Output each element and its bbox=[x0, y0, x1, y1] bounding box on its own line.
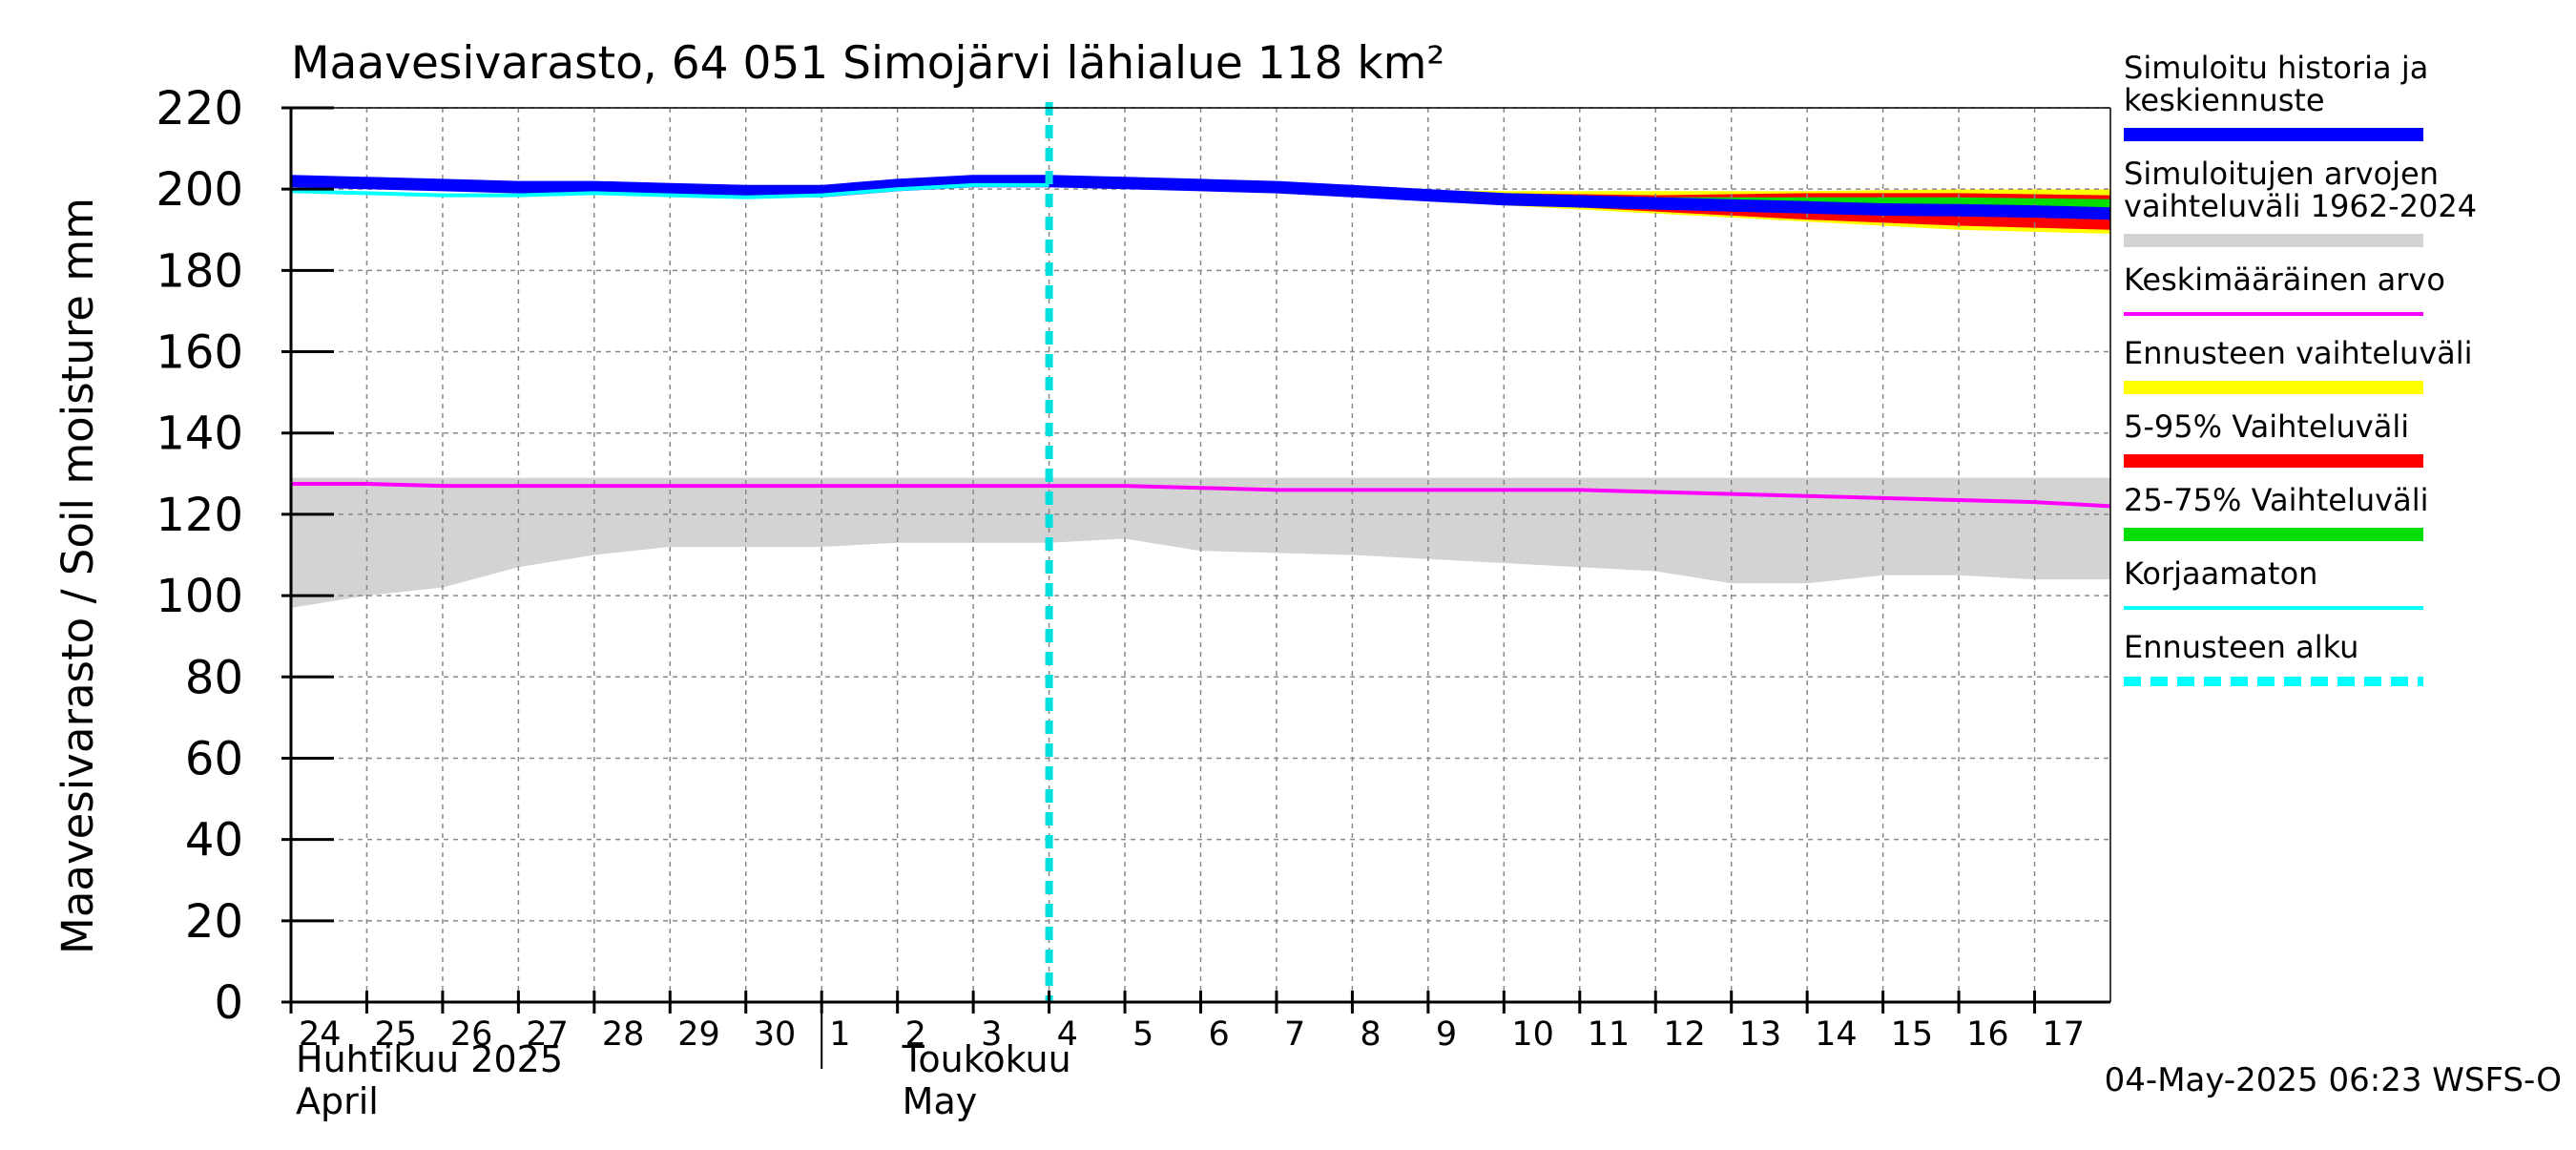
x-tick-label: 25 bbox=[374, 1015, 417, 1054]
x-tick-label: 5 bbox=[1132, 1015, 1153, 1054]
x-tick-label: 10 bbox=[1511, 1015, 1554, 1054]
legend-label: Korjaamaton bbox=[2124, 555, 2317, 592]
line-mean-value bbox=[291, 482, 2111, 509]
x-tick-label: 27 bbox=[526, 1015, 569, 1054]
chart-title: Maavesivarasto, 64 051 Simojärvi lähialu… bbox=[291, 37, 1444, 90]
y-tick-label: 80 bbox=[185, 651, 243, 704]
x-tick-label: 8 bbox=[1360, 1015, 1381, 1054]
y-tick-label: 60 bbox=[185, 732, 243, 785]
legend-label: Ennusteen alku bbox=[2124, 629, 2358, 665]
series-lines bbox=[290, 102, 2111, 1002]
y-axis-label: Maavesivarasto / Soil moisture mm bbox=[52, 198, 103, 954]
x-tick-label: 15 bbox=[1891, 1015, 1934, 1054]
legend-label: Keskimääräinen arvo bbox=[2124, 261, 2445, 298]
x-tick-label: 9 bbox=[1436, 1015, 1457, 1054]
y-tick-label: 220 bbox=[156, 82, 243, 136]
y-tick-label: 40 bbox=[185, 814, 243, 868]
y-tick-label: 140 bbox=[156, 408, 243, 461]
line-uncorrected bbox=[290, 182, 1049, 199]
y-tick-label: 0 bbox=[214, 976, 243, 1030]
x-tick-label: 29 bbox=[677, 1015, 720, 1054]
legend-label: 5-95% Vaihteluväli bbox=[2124, 408, 2409, 445]
month-label-en: April bbox=[296, 1080, 379, 1122]
y-tick-label: 100 bbox=[156, 570, 243, 623]
month-label-en: May bbox=[903, 1080, 978, 1122]
legend-label: Ennusteen vaihteluväli bbox=[2124, 335, 2473, 371]
x-tick-label: 3 bbox=[981, 1015, 1002, 1054]
x-tick-label: 6 bbox=[1209, 1015, 1230, 1054]
legend-label: 25-75% Vaihteluväli bbox=[2124, 482, 2428, 518]
legend-label: Simuloitujen arvojen bbox=[2124, 156, 2439, 192]
x-tick-label: 11 bbox=[1588, 1015, 1631, 1054]
timestamp: 04-May-2025 06:23 WSFS-O bbox=[2105, 1061, 2562, 1099]
x-tick-label: 2 bbox=[905, 1015, 926, 1054]
legend-label: keskiennuste bbox=[2124, 82, 2325, 118]
x-tick-label: 17 bbox=[2043, 1015, 2086, 1054]
x-tick-label: 4 bbox=[1057, 1015, 1078, 1054]
legend-label: vaihteluväli 1962-2024 bbox=[2124, 188, 2477, 224]
x-tick-label: 24 bbox=[299, 1015, 342, 1054]
y-tick-label: 180 bbox=[156, 244, 243, 298]
x-tick-label: 7 bbox=[1284, 1015, 1305, 1054]
month-label-fi: Huhtikuu 2025 bbox=[296, 1038, 563, 1080]
x-tick-label: 12 bbox=[1663, 1015, 1706, 1054]
x-tick-label: 30 bbox=[754, 1015, 797, 1054]
x-tick-label: 13 bbox=[1739, 1015, 1782, 1054]
x-tick-label: 28 bbox=[602, 1015, 645, 1054]
x-tick-label: 1 bbox=[829, 1015, 850, 1054]
line-simulated-history bbox=[290, 175, 2111, 220]
month-label-fi: Toukokuu bbox=[902, 1038, 1071, 1080]
y-tick-label: 20 bbox=[185, 895, 243, 949]
y-tick-label: 120 bbox=[156, 489, 243, 542]
y-tick-label: 160 bbox=[156, 326, 243, 380]
x-tick-label: 16 bbox=[1966, 1015, 2009, 1054]
x-tick-label: 26 bbox=[450, 1015, 493, 1054]
y-tick-label: 200 bbox=[156, 163, 243, 217]
legend-label: Simuloitu historia ja bbox=[2124, 50, 2428, 86]
x-tick-label: 14 bbox=[1815, 1015, 1858, 1054]
